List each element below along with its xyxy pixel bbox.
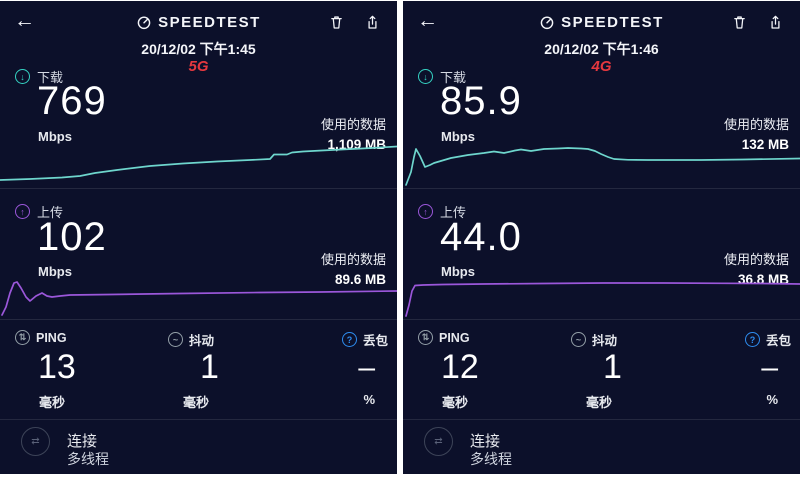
packet-loss-unit: %: [363, 392, 375, 407]
download-speed-unit: Mbps: [441, 129, 475, 144]
ping-label-text: PING: [36, 330, 67, 345]
download-icon: ↓: [418, 69, 433, 84]
data-used-label: 使用的数据: [320, 117, 386, 132]
upload-icon: ↑: [418, 204, 433, 219]
back-icon[interactable]: ←: [14, 9, 35, 32]
download-section-label: ↓ 下载: [418, 67, 466, 86]
download-section-label: ↓ 下载: [15, 67, 63, 86]
speedtest-result-panel-4g: ← SPEEDTEST 20/12/02 下午1:46 4G ↓ 下载 85.9…: [403, 1, 800, 474]
multi-arrows-icon: ⇄: [31, 436, 40, 447]
packet-loss-label: ? 丢包: [744, 330, 791, 349]
download-data-used: 使用的数据 132 MB: [724, 114, 789, 152]
upload-section-label: ↑ 上传: [15, 202, 63, 221]
ping-unit: 毫秒: [39, 395, 66, 410]
section-divider: [0, 419, 397, 420]
download-label-text: 下载: [440, 70, 467, 85]
upload-speed-value: 102: [37, 215, 107, 259]
back-icon[interactable]: ←: [417, 9, 438, 32]
upload-icon: ↑: [15, 204, 30, 219]
ping-icon: ⇅: [15, 330, 30, 345]
download-label-text: 下载: [37, 70, 64, 85]
connection-value: 多线程: [67, 451, 109, 467]
upload-speed-unit: Mbps: [38, 264, 72, 279]
section-divider: [403, 319, 800, 320]
network-type-badge: 5G: [188, 58, 209, 75]
speedtest-result-panel-5g: ← SPEEDTEST 20/12/02 下午1:45 5G ↓ 下载 769 …: [0, 1, 397, 474]
upload-speed-graph: [405, 282, 800, 317]
jitter-unit: 毫秒: [183, 395, 210, 410]
data-used-label: 使用的数据: [320, 252, 386, 267]
network-type-badge: 4G: [591, 58, 612, 75]
connection-label: 连接: [67, 433, 98, 450]
jitter-unit: 毫秒: [586, 395, 613, 410]
section-divider: [403, 188, 800, 189]
connection-mode-icon: ⇄: [424, 427, 453, 456]
section-divider: [403, 419, 800, 420]
result-datetime: 20/12/02 下午1:45: [141, 41, 256, 57]
jitter-icon: ~: [571, 332, 586, 347]
data-used-value: 132 MB: [741, 137, 789, 152]
upload-label-text: 上传: [440, 205, 467, 220]
result-datetime: 20/12/02 下午1:46: [544, 41, 659, 57]
help-icon[interactable]: ?: [341, 332, 357, 347]
packet-loss-unit: %: [766, 392, 778, 407]
share-icon[interactable]: [364, 13, 381, 31]
help-icon[interactable]: ?: [744, 332, 760, 347]
ping-value: 13: [38, 348, 76, 386]
jitter-value: 1: [603, 348, 622, 386]
ping-label-text: PING: [439, 330, 470, 345]
packet-loss-label-text: 丢包: [765, 334, 791, 348]
app-title-text: SPEEDTEST: [158, 14, 261, 31]
jitter-icon: ~: [168, 332, 183, 347]
upload-speed-unit: Mbps: [441, 264, 475, 279]
download-icon: ↓: [15, 69, 30, 84]
packet-loss-label-text: 丢包: [362, 334, 388, 348]
download-speed-graph: [405, 147, 800, 186]
delete-icon[interactable]: [328, 13, 345, 31]
connection-mode-icon: ⇄: [21, 427, 50, 456]
upload-section-label: ↑ 上传: [418, 202, 466, 221]
connection-value: 多线程: [470, 451, 512, 467]
section-divider: [0, 188, 397, 189]
speedometer-icon: [540, 16, 554, 30]
delete-icon[interactable]: [731, 13, 748, 31]
ping-label: ⇅ PING: [418, 330, 470, 345]
packet-loss-value: –: [761, 351, 778, 384]
app-title: SPEEDTEST: [403, 14, 800, 31]
upload-label-text: 上传: [37, 205, 64, 220]
data-used-value: 89.6 MB: [334, 272, 386, 287]
jitter-label: ~ 抖动: [168, 330, 214, 349]
app-title-text: SPEEDTEST: [561, 14, 664, 31]
connection-label: 连接: [470, 433, 501, 450]
data-used-label: 使用的数据: [723, 252, 789, 267]
download-speed-value: 769: [37, 79, 107, 123]
upload-data-used: 使用的数据 89.6 MB: [321, 249, 386, 287]
jitter-label-text: 抖动: [592, 334, 618, 348]
app-title: SPEEDTEST: [0, 14, 397, 31]
packet-loss-label: ? 丢包: [341, 330, 388, 349]
jitter-label: ~ 抖动: [571, 330, 617, 349]
download-speed-graph: [0, 145, 397, 181]
data-used-label: 使用的数据: [723, 117, 789, 132]
download-speed-value: 85.9: [440, 79, 522, 123]
download-speed-unit: Mbps: [38, 129, 72, 144]
upload-speed-graph: [1, 281, 397, 316]
ping-label: ⇅ PING: [15, 330, 67, 345]
jitter-value: 1: [200, 348, 219, 386]
ping-unit: 毫秒: [442, 395, 469, 410]
upload-speed-value: 44.0: [440, 215, 522, 259]
ping-value: 12: [441, 348, 479, 386]
speedometer-icon: [137, 16, 151, 30]
multi-arrows-icon: ⇄: [434, 436, 443, 447]
ping-icon: ⇅: [418, 330, 433, 345]
packet-loss-value: –: [358, 351, 375, 384]
section-divider: [0, 319, 397, 320]
share-icon[interactable]: [767, 13, 784, 31]
jitter-label-text: 抖动: [189, 334, 215, 348]
